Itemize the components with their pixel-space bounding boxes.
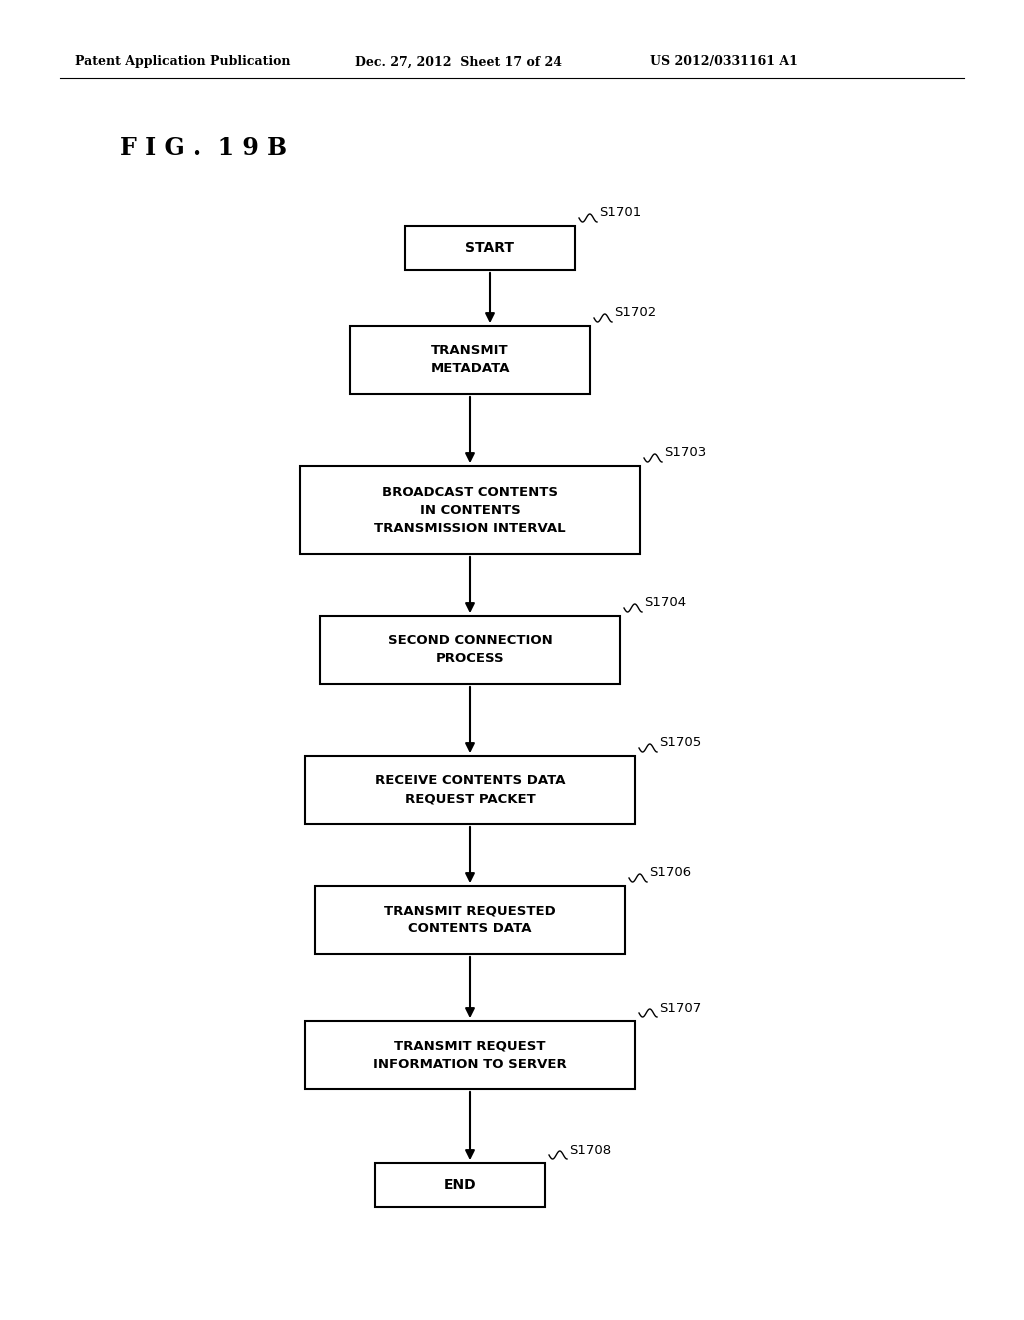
Text: F I G .  1 9 B: F I G . 1 9 B [120,136,287,160]
Text: S1702: S1702 [614,306,656,319]
Text: TRANSMIT REQUEST
INFORMATION TO SERVER: TRANSMIT REQUEST INFORMATION TO SERVER [373,1040,567,1071]
Text: SECOND CONNECTION
PROCESS: SECOND CONNECTION PROCESS [388,635,552,665]
Bar [300,466,640,554]
Text: END: END [443,1177,476,1192]
Text: US 2012/0331161 A1: US 2012/0331161 A1 [650,55,798,69]
Text: Dec. 27, 2012  Sheet 17 of 24: Dec. 27, 2012 Sheet 17 of 24 [355,55,562,69]
Text: S1701: S1701 [599,206,641,219]
Text: S1705: S1705 [659,737,701,750]
Bar [350,326,590,393]
Text: RECEIVE CONTENTS DATA
REQUEST PACKET: RECEIVE CONTENTS DATA REQUEST PACKET [375,775,565,805]
Bar [315,886,625,954]
Text: S1708: S1708 [569,1143,611,1156]
Text: TRANSMIT
METADATA: TRANSMIT METADATA [430,345,510,375]
Text: Patent Application Publication: Patent Application Publication [75,55,291,69]
FancyBboxPatch shape [406,226,575,271]
Text: START: START [466,242,514,255]
Bar [319,616,620,684]
Text: S1704: S1704 [644,597,686,610]
Text: TRANSMIT REQUESTED
CONTENTS DATA: TRANSMIT REQUESTED CONTENTS DATA [384,904,556,936]
Bar [305,756,635,824]
FancyBboxPatch shape [375,1163,545,1206]
Text: S1703: S1703 [664,446,707,459]
Text: BROADCAST CONTENTS
IN CONTENTS
TRANSMISSION INTERVAL: BROADCAST CONTENTS IN CONTENTS TRANSMISS… [374,486,566,535]
Text: S1707: S1707 [659,1002,701,1015]
Bar [305,1020,635,1089]
Text: S1706: S1706 [649,866,691,879]
